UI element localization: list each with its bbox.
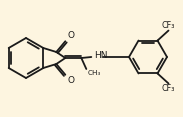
Text: CF₃: CF₃ [162,84,175,93]
Text: CF₃: CF₃ [162,21,175,30]
Text: CH₃: CH₃ [87,70,101,76]
Text: HN: HN [94,51,108,60]
Text: O: O [67,31,74,40]
Text: O: O [67,76,74,85]
